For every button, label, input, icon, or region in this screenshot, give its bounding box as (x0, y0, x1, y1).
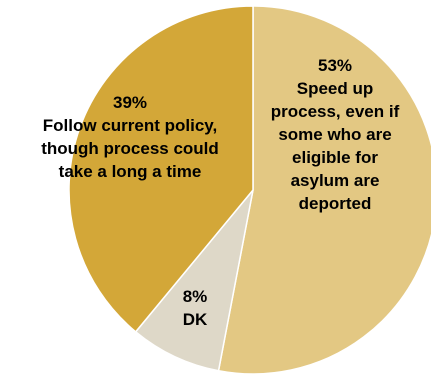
slice-label-line: asylum are (291, 171, 380, 190)
slice-percent-dk: 8% (183, 287, 208, 306)
pie-slices (68, 5, 431, 375)
pie-labels: 53% Speed up process, even if some who are e… (41, 56, 399, 329)
slice-label-line: Speed up (297, 79, 374, 98)
slice-label-line: deported (299, 194, 372, 213)
slice-label-line: some who are (278, 125, 391, 144)
slice-label-line: take a long a time (59, 162, 202, 181)
slice-label-line: eligible for (292, 148, 378, 167)
slice-percent-speed-up: 53% (318, 56, 352, 75)
slice-label-line: DK (183, 310, 208, 329)
slice-label-line: Follow current policy, (43, 116, 217, 135)
pie-slice-follow-policy (68, 5, 254, 333)
pie-slice-dk (134, 189, 254, 372)
slice-label-line: though process could (41, 139, 219, 158)
slice-label-dk: 8% DK (183, 287, 208, 329)
slice-label-line: process, even if (271, 102, 400, 121)
slice-label-follow-policy: 39% Follow current policy, though process … (41, 93, 219, 181)
slice-label-speed-up: 53% Speed up process, even if some who are e… (271, 56, 400, 213)
slice-percent-follow-policy: 39% (113, 93, 147, 112)
pie-slice-speed-up (217, 5, 431, 375)
